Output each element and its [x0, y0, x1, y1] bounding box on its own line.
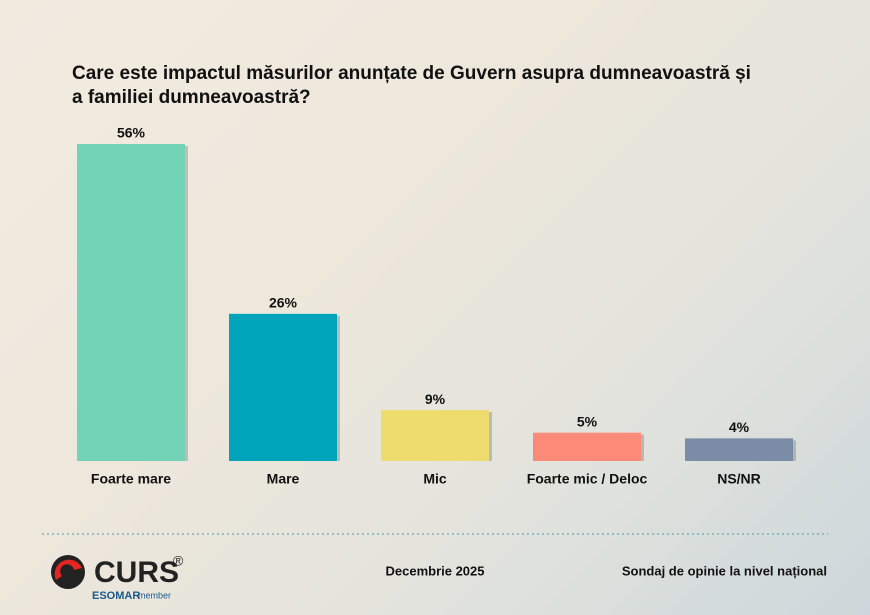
bar [77, 144, 185, 461]
bar [685, 438, 793, 461]
chart-title: Care este impactul măsurilor anunțate de… [72, 63, 751, 108]
bar [381, 410, 489, 461]
value-label: 56% [117, 125, 146, 141]
registered-mark: ® [173, 553, 184, 569]
bar [533, 432, 641, 461]
value-label: 5% [577, 413, 598, 429]
x-tick-label: Foarte mic / Deloc [527, 471, 648, 487]
logo-icon [51, 555, 85, 589]
x-tick-label: Mic [423, 471, 447, 487]
x-tick-label: Mare [267, 471, 300, 487]
footer-date: Decembrie 2025 [385, 563, 484, 578]
x-tick-label: Foarte mare [91, 471, 171, 487]
esomar: ESOMAR [92, 590, 140, 602]
footer-note: Sondaj de opinie la nivel național [622, 563, 827, 578]
value-label: 4% [729, 419, 750, 435]
member: member [138, 590, 171, 600]
value-label: 26% [269, 295, 298, 311]
value-label: 9% [425, 391, 446, 407]
logo-text: CURS [94, 556, 179, 589]
x-tick-label: NS/NR [717, 471, 761, 487]
bar [229, 313, 337, 461]
